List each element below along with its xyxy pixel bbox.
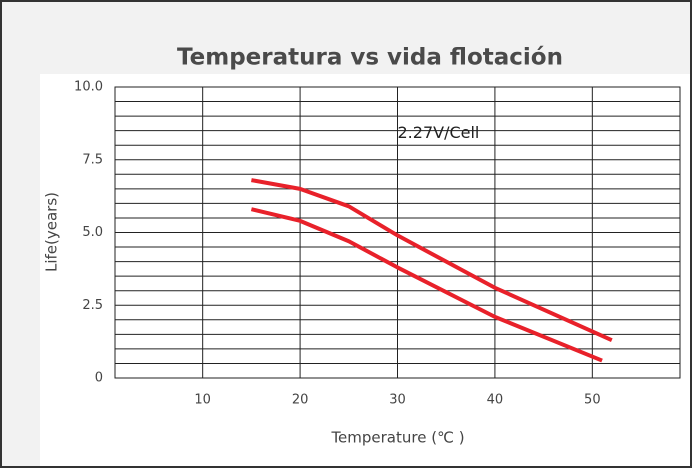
y-tick-label: 10.0 <box>74 80 103 95</box>
x-tick-label: 40 <box>487 393 504 408</box>
line <box>250 207 603 363</box>
y-axis-label: Life(years) <box>43 192 61 272</box>
line <box>251 178 613 342</box>
panel <box>40 74 690 466</box>
annotation: 2.27V/Cell <box>398 123 480 142</box>
plot-border <box>114 86 681 379</box>
y-tick-label: 0 <box>95 371 103 386</box>
x-tick-label: 50 <box>584 393 601 408</box>
y-tick-label: 5.0 <box>82 225 103 240</box>
x-tick-label: 10 <box>194 393 211 408</box>
chart-title: Temperatura vs vida flotación <box>177 45 563 71</box>
y-tick-label: 7.5 <box>82 152 103 167</box>
x-tick-label: 30 <box>389 393 406 408</box>
x-tick-label: 20 <box>292 393 309 408</box>
x-axis-label: Temperature (℃ ) <box>330 429 464 447</box>
y-tick-label: 2.5 <box>82 298 103 313</box>
